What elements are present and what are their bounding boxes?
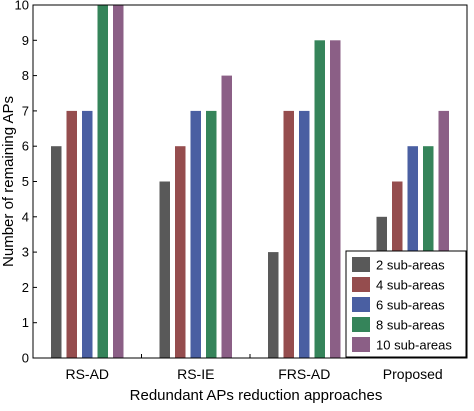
x-category-label-rs-ad: RS-AD <box>65 366 109 382</box>
bar-rs-ie-series-3 <box>190 110 201 359</box>
y-tick-label-2: 2 <box>22 280 29 295</box>
bar-frs-ad-series-4 <box>314 40 325 359</box>
axes-layer <box>32 4 468 359</box>
bar-proposed-series-5 <box>438 110 449 359</box>
legend-label-5: 10 sub-areas <box>376 338 452 353</box>
legend-swatch-1 <box>352 257 370 272</box>
y-tick-label-7: 7 <box>22 103 29 118</box>
bar-frs-ad-series-2 <box>283 110 294 359</box>
y-tick-label-10: 10 <box>15 0 29 13</box>
legend-label-2: 4 sub-areas <box>376 278 445 293</box>
legend-label-1: 2 sub-areas <box>376 258 445 273</box>
bar-rs-ie-series-2 <box>175 146 186 358</box>
legend-swatch-2 <box>352 277 370 292</box>
y-tick-label-5: 5 <box>22 174 29 189</box>
x-category-label-rs-ie: RS-IE <box>177 366 214 382</box>
bar-rs-ie-series-5 <box>221 75 232 358</box>
bar-rs-ie-series-4 <box>206 110 217 359</box>
bar-rs-ad-series-1 <box>51 146 62 358</box>
bar-frs-ad-series-3 <box>299 110 310 359</box>
bar-frs-ad-series-1 <box>268 252 279 358</box>
y-tick-label-1: 1 <box>22 315 29 330</box>
legend: 2 sub-areas 4 sub-areas 6 sub-areas 8 sub-a… <box>345 250 467 358</box>
bar-rs-ad-series-2 <box>66 110 77 359</box>
bar-rs-ie-series-1 <box>159 181 170 358</box>
legend-swatch-5 <box>352 337 370 352</box>
x-category-label-proposed: Proposed <box>383 366 443 382</box>
legend-swatch-3 <box>352 297 370 312</box>
legend-label-3: 6 sub-areas <box>376 298 445 313</box>
y-tick-label-9: 9 <box>22 33 29 48</box>
x-axis-title: Redundant APs reduction approaches <box>130 387 383 404</box>
bar-rs-ad-series-3 <box>82 110 93 359</box>
labels-layer: 0 1 2 3 4 5 6 7 8 9 10 RS-AD RS-IE FRS-AD ProposedRedu… <box>0 0 443 404</box>
y-axis-title: Number of remaining APs <box>0 96 17 267</box>
legend-swatch-4 <box>352 317 370 332</box>
legend-label-4: 8 sub-areas <box>376 318 445 333</box>
y-tick-label-8: 8 <box>22 68 29 83</box>
y-tick-label-3: 3 <box>22 245 29 260</box>
y-tick-label-0: 0 <box>22 351 29 366</box>
bar-frs-ad-series-5 <box>330 40 341 359</box>
y-tick-label-4: 4 <box>22 209 29 224</box>
y-tick-label-6: 6 <box>22 139 29 154</box>
x-category-label-frs-ad: FRS-AD <box>278 366 330 382</box>
bar-rs-ad-series-5 <box>113 5 124 358</box>
bar-rs-ad-series-4 <box>97 5 108 358</box>
